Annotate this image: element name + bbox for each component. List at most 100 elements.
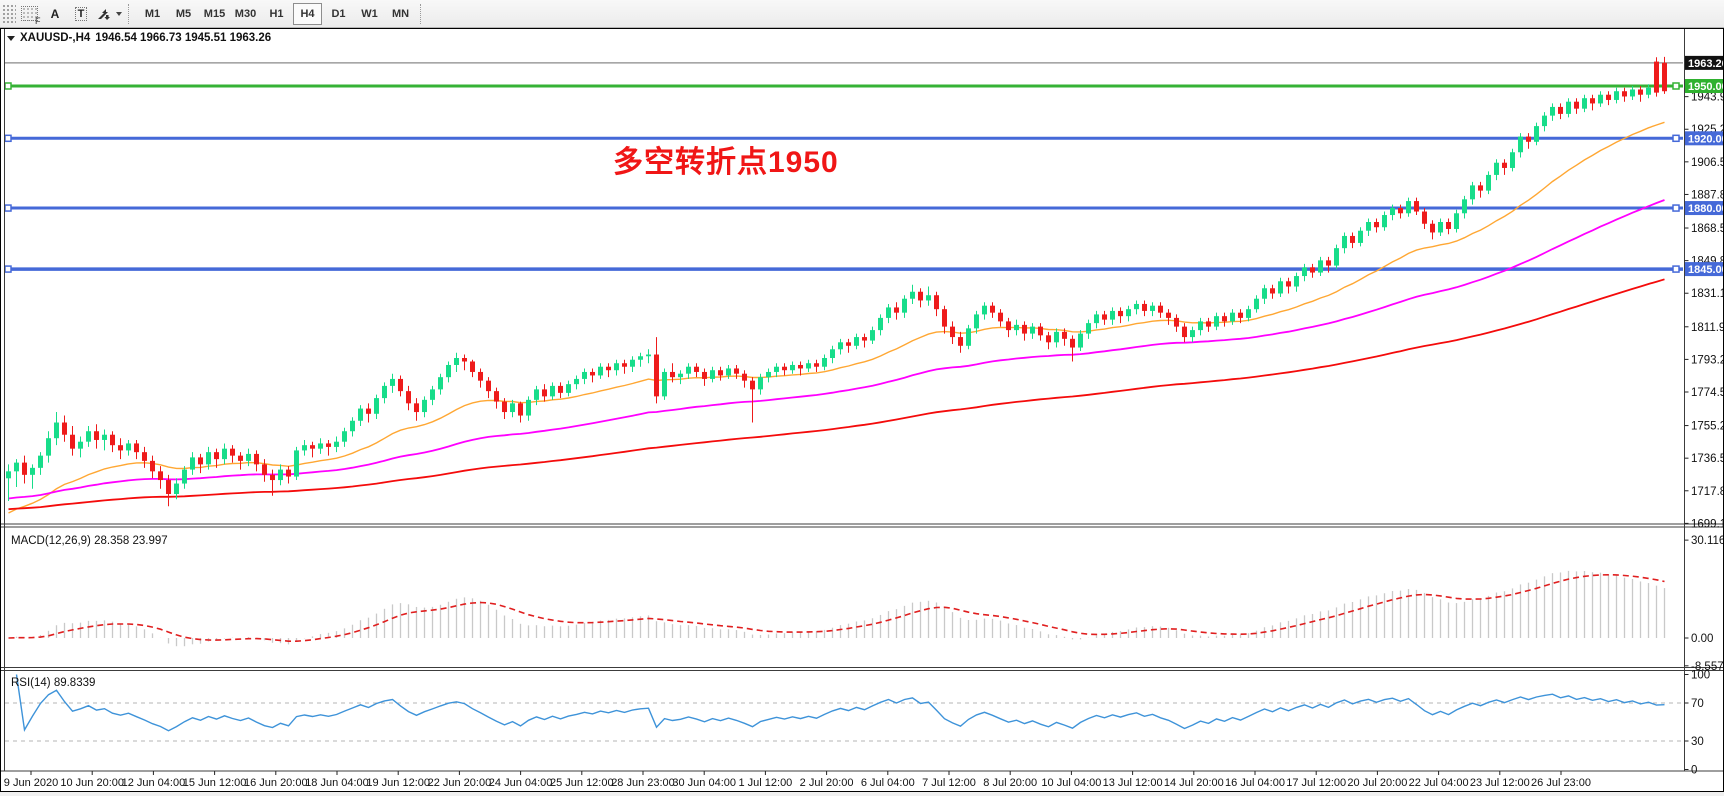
candle-body [1150,305,1155,311]
candle-body [1254,298,1259,310]
hline-1845-right-handle[interactable] [1672,265,1680,273]
time-axis-label[interactable]: 6 Jul 04:00 [861,777,915,789]
time-axis-label[interactable]: 16 Jun 20:00 [244,777,308,789]
hline-1880-right-handle[interactable] [1672,204,1680,212]
macd-indicator-label: MACD(12,26,9) 28.358 23.997 [11,535,168,547]
hline-1950-right-handle[interactable] [1672,82,1680,90]
timeframe-d1-button[interactable]: D1 [324,3,353,25]
candle-body [1382,215,1387,228]
candle-body [1390,208,1395,216]
candle-body [126,443,131,451]
candle-body [1598,94,1603,104]
candle-body [1174,317,1179,327]
time-axis-label[interactable]: 16 Jul 04:00 [1225,777,1285,789]
timeframe-m5-button[interactable]: M5 [169,3,198,25]
time-axis-label[interactable]: 20 Jul 20:00 [1347,777,1407,789]
time-axis-label[interactable]: 18 Jun 04:00 [305,777,369,789]
time-axis-label[interactable]: 25 Jun 12:00 [550,777,614,789]
time-axis-label[interactable]: 7 Jul 12:00 [922,777,976,789]
time-axis-label[interactable]: 15 Jun 12:00 [183,777,247,789]
toolbar-separator-2 [420,3,425,24]
candle-body [1206,321,1211,327]
symbol-dropdown-icon[interactable] [7,35,15,41]
hline-1950-left-handle[interactable] [4,82,12,90]
candle-body [190,457,195,470]
hline-1880-left-handle[interactable] [4,204,12,212]
candle-body [1166,312,1171,318]
time-axis-label[interactable]: 8 Jul 20:00 [983,777,1037,789]
candle-body [182,469,187,484]
time-axis-label[interactable]: 24 Jun 04:00 [489,777,553,789]
text-a-icon: A [50,6,60,21]
time-axis-label[interactable]: 26 Jul 23:00 [1531,777,1591,789]
candle-body [622,363,627,367]
candle-body [486,380,491,392]
candle-body [990,305,995,313]
candle-body [1046,335,1051,343]
time-axis-label[interactable]: 22 Jul 04:00 [1409,777,1469,789]
time-axis-label[interactable]: 9 Jun 2020 [4,777,58,789]
timeframe-w1-button[interactable]: W1 [355,3,384,25]
time-axis-label[interactable]: 28 Jun 23:00 [611,777,675,789]
candle-body [382,385,387,399]
hline-1920-left-handle[interactable] [4,134,12,143]
candle-body [790,364,795,371]
time-axis-label[interactable]: 10 Jun 20:00 [60,777,124,789]
timeframe-m30-button[interactable]: M30 [231,3,260,25]
time-axis-label[interactable]: 14 Jul 20:00 [1164,777,1224,789]
candle-body [918,291,923,301]
candle-body [454,358,459,365]
ohlc-readout: 1946.54 1966.73 1945.51 1963.26 [95,32,272,44]
time-axis-label[interactable]: 23 Jul 12:00 [1470,777,1530,789]
candle-body [1070,338,1075,348]
candle-body [30,467,35,475]
candle-body [934,295,939,310]
candle-body [830,349,835,359]
hline-1920-right-handle[interactable] [1672,134,1680,143]
time-axis-label[interactable]: 10 Jul 04:00 [1041,777,1101,789]
candle-body [1422,211,1427,224]
toolbar-grip[interactable] [2,3,16,24]
price-chart-canvas[interactable]: 1943.90 1925.20 1906.50 1887.80 1868.55 1849.… [1,29,1724,791]
text-box-button[interactable]: T [69,3,93,25]
arrows-tool-button[interactable] [95,3,123,25]
candle-body [1142,303,1147,311]
candle-body [870,330,875,341]
candle-body [1454,213,1459,229]
macd-tick-label: -8.557 [1691,661,1723,673]
timeframe-h4-button[interactable]: H4 [293,2,322,25]
arrows-icon [98,8,110,20]
timeframe-mn-button[interactable]: MN [386,3,415,25]
candle-body [550,385,555,397]
time-axis-label[interactable]: 1 Jul 12:00 [738,777,792,789]
candle-body [694,366,699,372]
time-axis-label[interactable]: 2 Jul 20:00 [800,777,854,789]
time-axis-label[interactable]: 19 Jun 12:00 [366,777,430,789]
timeframe-m1-button[interactable]: M1 [138,3,167,25]
timeframe-m15-button[interactable]: M15 [200,3,229,25]
candle-body [574,378,579,385]
chart-text-annotation[interactable]: 多空转折点1950 [613,146,839,179]
time-axis-label[interactable]: 13 Jul 12:00 [1103,777,1163,789]
time-axis-label[interactable]: 30 Jun 04:00 [672,777,736,789]
time-axis-label[interactable]: 22 Jun 20:00 [428,777,492,789]
candle-body [1318,260,1323,273]
rsi-tick-label: 30 [1691,736,1704,748]
macd-signal-line [8,573,1665,642]
hline-1845-left-handle[interactable] [4,265,12,273]
time-axis-label[interactable]: 12 Jun 04:00 [122,777,186,789]
timeframe-h1-button[interactable]: H1 [262,3,291,25]
candle-body [1190,330,1195,338]
grid-f-tool-button[interactable]: F [17,3,41,26]
candle-body [854,337,859,346]
candle-body [118,445,123,451]
text-annotation-button[interactable]: A [43,3,67,25]
time-axis-label[interactable]: 17 Jul 12:00 [1286,777,1346,789]
candle-body [1086,323,1091,334]
candle-body [222,448,227,460]
price-tick-label: 1887.80 [1691,189,1723,201]
macd-tick-label: 0.00 [1691,633,1713,645]
candle-body [950,326,955,338]
candle-body [534,389,539,400]
candle-body [166,480,171,495]
